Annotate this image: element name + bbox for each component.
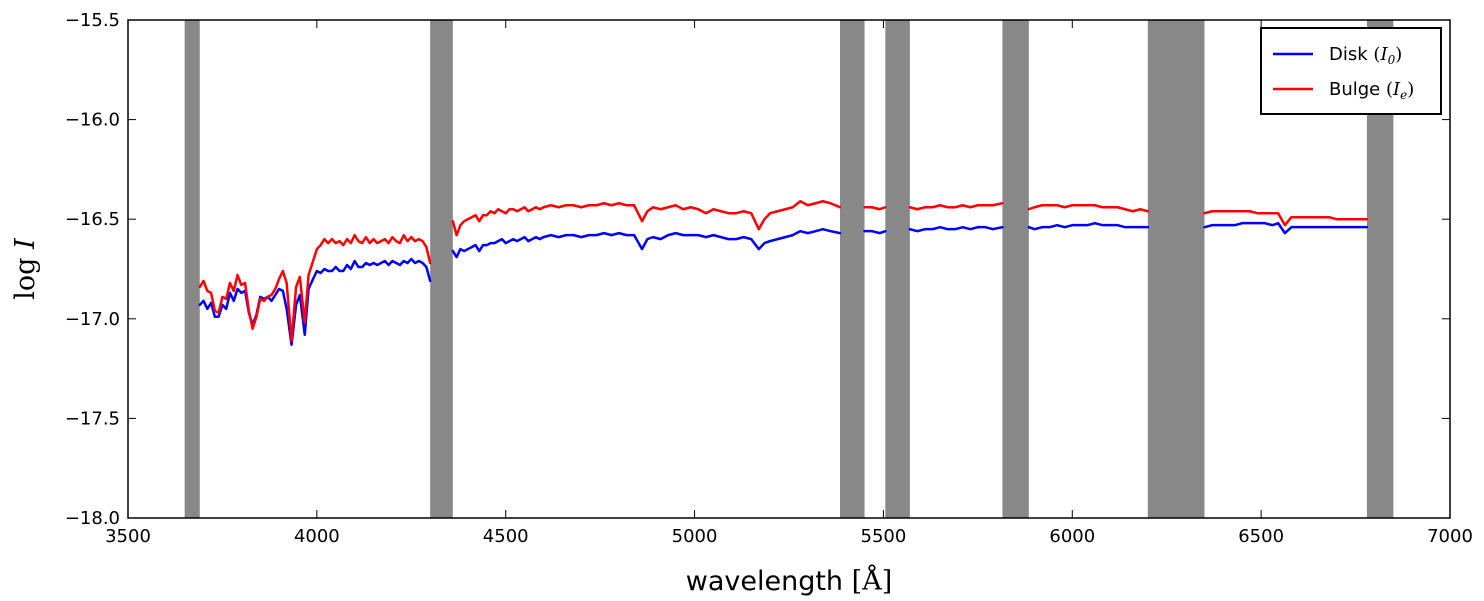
series-line-bulge-segment-5 bbox=[1203, 209, 1369, 227]
axis-ticks bbox=[127, 19, 1451, 519]
y-axis-label: log I bbox=[10, 237, 41, 300]
x-tick-labels: 3500 4000 4500 5000 5500 6000 6500 7000 bbox=[105, 526, 1473, 547]
x-tick-label-7000: 7000 bbox=[1427, 526, 1473, 547]
legend-label-bulge-sub: e bbox=[1400, 88, 1407, 102]
legend-label-bulge: Bulge (Ie) bbox=[1329, 79, 1414, 102]
y-tick-label-0: −18.0 bbox=[65, 508, 120, 529]
legend-label-disk-text: Disk bbox=[1329, 44, 1368, 65]
masked-region-4 bbox=[1002, 20, 1029, 518]
series-line-disk-segment-0 bbox=[198, 257, 432, 346]
x-tick-label-3500: 3500 bbox=[105, 526, 151, 547]
series-line-disk-segment-2 bbox=[863, 229, 887, 235]
x-tick-label-4500: 4500 bbox=[483, 526, 529, 547]
series-line-bulge-segment-0 bbox=[198, 233, 432, 342]
series-line-bulge-segment-4 bbox=[1027, 204, 1150, 213]
x-tick-label-5000: 5000 bbox=[672, 526, 718, 547]
y-tick-label-3: −16.5 bbox=[65, 209, 120, 230]
legend-label-disk-paren-open: ( bbox=[1373, 44, 1380, 65]
legend-label-bulge-paren-close: ) bbox=[1407, 79, 1414, 100]
legend-label-disk: Disk (I0) bbox=[1329, 44, 1402, 67]
legend-box bbox=[1260, 27, 1442, 115]
x-axis-label-unit: Å bbox=[861, 564, 882, 597]
legend-label-bulge-var: I bbox=[1392, 79, 1401, 100]
legend-label-bulge-text: Bulge bbox=[1329, 79, 1380, 100]
x-tick-label-6500: 6500 bbox=[1238, 526, 1284, 547]
legend-label-disk-paren-close: ) bbox=[1395, 44, 1402, 65]
y-axis-label-func: log bbox=[10, 258, 41, 300]
x-tick-label-6000: 6000 bbox=[1049, 526, 1095, 547]
x-axis-label-text: wavelength bbox=[686, 566, 843, 597]
masked-regions bbox=[184, 20, 1394, 518]
y-tick-label-2: −17.0 bbox=[65, 309, 120, 330]
y-tick-label-4: −16.0 bbox=[65, 110, 120, 131]
x-tick-label-5500: 5500 bbox=[861, 526, 907, 547]
series-line-disk-segment-1 bbox=[451, 227, 842, 259]
masked-region-1 bbox=[430, 20, 453, 518]
masked-region-5 bbox=[1147, 20, 1205, 518]
series-line-disk-segment-4 bbox=[1027, 221, 1150, 231]
legend-label-disk-var: I bbox=[1379, 44, 1388, 65]
y-tick-labels: −18.0 −17.5 −17.0 −16.5 −16.0 −15.5 bbox=[65, 10, 120, 529]
y-tick-label-5: −15.5 bbox=[65, 10, 120, 31]
plot-frame bbox=[127, 19, 1451, 519]
series-line-bulge-segment-2 bbox=[863, 206, 887, 211]
x-axis-label-unit-open: [ bbox=[852, 566, 863, 597]
legend-label-bulge-paren-open: ( bbox=[1386, 79, 1393, 100]
series-line-bulge-segment-1 bbox=[451, 200, 842, 237]
y-axis-label-var: I bbox=[10, 237, 41, 250]
legend-label-disk-sub: 0 bbox=[1388, 53, 1396, 67]
x-tick-label-4000: 4000 bbox=[294, 526, 340, 547]
x-axis-label: wavelength [Å] bbox=[686, 564, 892, 597]
series-line-disk-segment-3 bbox=[908, 225, 1004, 233]
legend: Disk (I0) Bulge (Ie) bbox=[1260, 27, 1442, 115]
x-axis-label-unit-close: ] bbox=[882, 566, 893, 597]
masked-region-0 bbox=[184, 20, 200, 518]
masked-region-2 bbox=[839, 20, 865, 518]
y-tick-label-1: −17.5 bbox=[65, 408, 120, 429]
series-line-bulge-segment-3 bbox=[908, 202, 1004, 211]
series-line-disk-segment-5 bbox=[1203, 221, 1369, 235]
plot-lines bbox=[198, 200, 1369, 346]
masked-region-3 bbox=[885, 20, 910, 518]
